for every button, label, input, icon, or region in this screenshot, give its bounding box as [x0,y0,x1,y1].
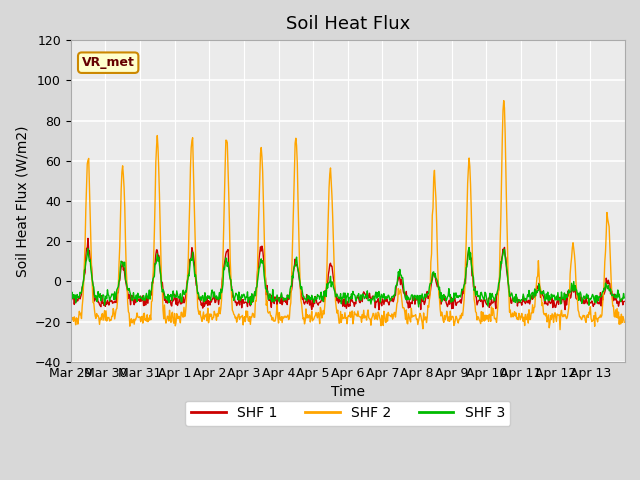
Title: Soil Heat Flux: Soil Heat Flux [285,15,410,33]
Y-axis label: Soil Heat Flux (W/m2): Soil Heat Flux (W/m2) [15,125,29,277]
Legend: SHF 1, SHF 2, SHF 3: SHF 1, SHF 2, SHF 3 [186,400,510,426]
SHF 1 [375,307,383,312]
Line: SHF 2: SHF 2 [70,101,624,330]
SHF 3 [234,293,241,299]
SHF 3 [465,245,473,251]
SHF 3 [261,278,269,284]
SHF 2 [500,98,508,104]
SHF 3 [404,294,412,300]
SHF 3 [415,304,422,310]
SHF 1 [620,299,628,304]
Line: SHF 3: SHF 3 [70,248,624,307]
SHF 1 [234,300,242,306]
SHF 2 [67,307,74,313]
SHF 3 [67,300,74,305]
SHF 1 [84,236,92,241]
SHF 1 [437,301,445,307]
SHF 2 [282,314,289,320]
SHF 2 [404,311,412,317]
SHF 1 [262,276,269,282]
SHF 3 [620,295,628,301]
SHF 2 [132,317,140,323]
SHF 2 [261,255,269,261]
SHF 1 [132,295,140,300]
SHF 1 [283,297,291,303]
SHF 2 [234,316,241,322]
Line: SHF 1: SHF 1 [70,239,624,310]
SHF 2 [436,297,444,302]
SHF 3 [282,296,289,301]
X-axis label: Time: Time [331,385,365,399]
SHF 3 [132,295,140,301]
SHF 2 [620,319,628,325]
Text: VR_met: VR_met [82,56,134,69]
SHF 1 [67,293,74,299]
SHF 2 [556,327,564,333]
SHF 1 [406,305,413,311]
SHF 3 [436,295,444,301]
